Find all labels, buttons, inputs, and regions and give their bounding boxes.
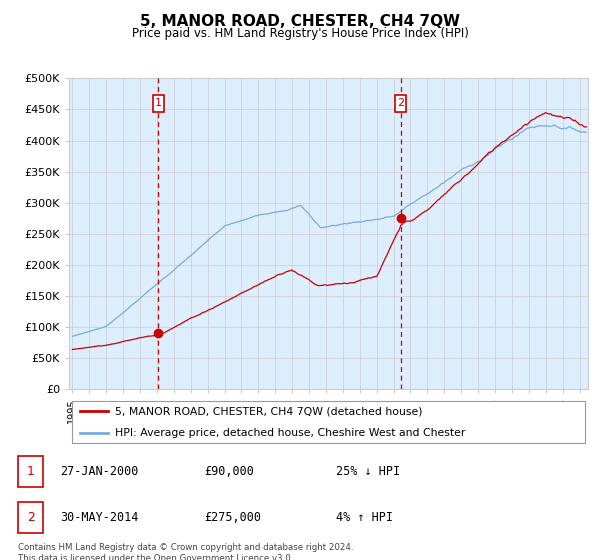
Text: 2: 2 [26, 511, 35, 524]
FancyBboxPatch shape [71, 401, 586, 444]
Text: 1: 1 [155, 98, 161, 108]
Text: 2: 2 [397, 98, 404, 108]
FancyBboxPatch shape [152, 95, 164, 112]
Text: 5, MANOR ROAD, CHESTER, CH4 7QW (detached house): 5, MANOR ROAD, CHESTER, CH4 7QW (detache… [115, 406, 422, 416]
Text: 5, MANOR ROAD, CHESTER, CH4 7QW: 5, MANOR ROAD, CHESTER, CH4 7QW [140, 14, 460, 29]
Text: 30-MAY-2014: 30-MAY-2014 [60, 511, 139, 524]
Text: Contains HM Land Registry data © Crown copyright and database right 2024.
This d: Contains HM Land Registry data © Crown c… [18, 543, 353, 560]
Text: 25% ↓ HPI: 25% ↓ HPI [336, 465, 400, 478]
Text: 27-JAN-2000: 27-JAN-2000 [60, 465, 139, 478]
Text: £90,000: £90,000 [204, 465, 254, 478]
Text: Price paid vs. HM Land Registry's House Price Index (HPI): Price paid vs. HM Land Registry's House … [131, 27, 469, 40]
Text: £275,000: £275,000 [204, 511, 261, 524]
Text: HPI: Average price, detached house, Cheshire West and Chester: HPI: Average price, detached house, Ches… [115, 428, 465, 438]
FancyBboxPatch shape [395, 95, 406, 112]
Text: 4% ↑ HPI: 4% ↑ HPI [336, 511, 393, 524]
Text: 1: 1 [26, 465, 35, 478]
